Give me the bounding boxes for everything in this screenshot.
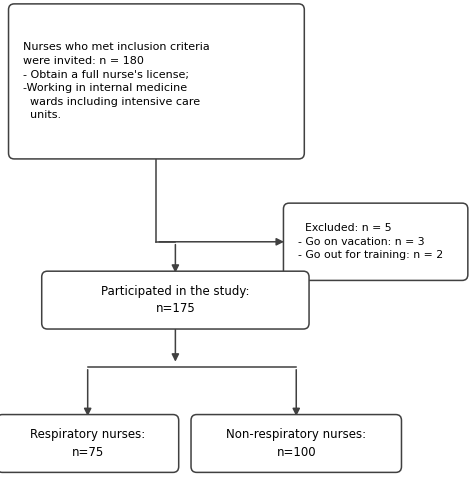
Text: Participated in the study:
n=175: Participated in the study: n=175 — [101, 285, 250, 315]
FancyBboxPatch shape — [283, 203, 468, 280]
FancyBboxPatch shape — [0, 415, 179, 472]
Text: Respiratory nurses:
n=75: Respiratory nurses: n=75 — [30, 428, 146, 459]
FancyBboxPatch shape — [191, 415, 401, 472]
FancyBboxPatch shape — [42, 271, 309, 329]
Text: Non-respiratory nurses:
n=100: Non-respiratory nurses: n=100 — [226, 428, 366, 459]
Text: Excluded: n = 5
- Go on vacation: n = 3
- Go out for training: n = 2: Excluded: n = 5 - Go on vacation: n = 3 … — [298, 223, 443, 260]
Text: Nurses who met inclusion criteria
were invited: n = 180
- Obtain a full nurse's : Nurses who met inclusion criteria were i… — [23, 42, 210, 121]
FancyBboxPatch shape — [9, 4, 304, 159]
